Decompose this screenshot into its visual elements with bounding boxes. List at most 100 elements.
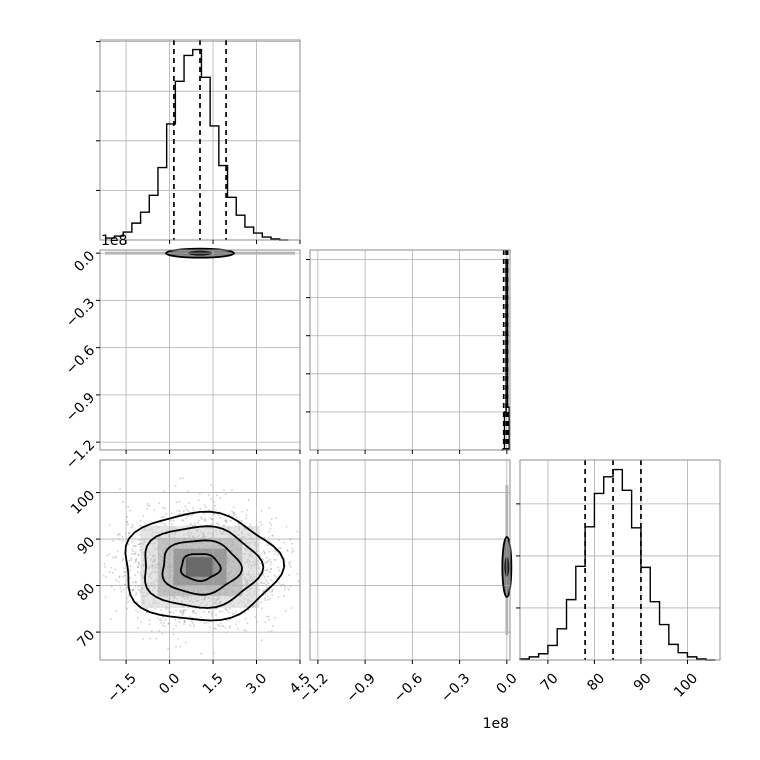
scatter-point <box>225 619 228 622</box>
scatter-point <box>179 645 181 648</box>
scatter-point <box>211 523 213 525</box>
contour-inner <box>179 553 222 583</box>
scatter-point <box>269 597 271 600</box>
scatter-point <box>160 609 163 611</box>
scatter-point <box>191 514 193 516</box>
scatter-point <box>193 524 195 527</box>
scatter-point <box>264 593 267 595</box>
scatter-point <box>164 513 167 515</box>
scatter-point <box>108 524 111 526</box>
scatter-point <box>228 611 231 614</box>
scatter-point <box>175 609 177 612</box>
scatter-point <box>210 518 213 521</box>
scatter-point <box>296 572 299 575</box>
scatter-point <box>277 552 280 554</box>
scatter-point <box>225 608 228 611</box>
scatter-point <box>134 553 136 555</box>
scatter-point <box>225 493 227 495</box>
scatter-point <box>179 510 181 512</box>
scatter-point <box>204 518 207 520</box>
scatter-point <box>290 585 292 587</box>
scatter-point <box>126 520 128 523</box>
scatter-point <box>184 505 187 508</box>
scatter-point <box>162 616 165 618</box>
scatter-point <box>272 625 274 627</box>
scatter-point <box>243 611 246 614</box>
scatter-point <box>264 597 266 599</box>
scatter-point <box>209 517 212 519</box>
scatter-point <box>176 509 179 512</box>
scatter-point <box>290 607 293 609</box>
scatter-point <box>179 610 182 613</box>
scatter-point <box>268 551 271 553</box>
yticklabel-p2: 70 <box>74 627 98 651</box>
scatter-point <box>142 637 145 640</box>
scatter-point <box>273 559 275 561</box>
scatter-point <box>126 597 128 600</box>
scatter-point <box>277 596 280 598</box>
scatter-point <box>280 584 283 586</box>
scatter-point <box>266 580 269 583</box>
scatter-point <box>112 540 114 542</box>
scatter-point <box>217 623 219 626</box>
scatter-point <box>269 528 272 530</box>
scatter-point <box>218 625 221 628</box>
scatter-point <box>189 624 192 627</box>
scatter-point <box>270 524 273 526</box>
scatter-point <box>261 558 264 560</box>
scatter-point <box>112 572 114 574</box>
scatter-point <box>219 496 222 499</box>
scatter-point <box>274 616 276 619</box>
scatter-point <box>126 607 128 610</box>
scatter-point <box>119 586 121 589</box>
scatter-point <box>214 505 216 507</box>
scatter-point <box>124 583 126 586</box>
contour-2 <box>144 525 265 609</box>
scatter-point <box>139 534 142 536</box>
scatter-point <box>135 592 138 594</box>
scatter-point <box>177 514 180 516</box>
scatter-point <box>287 587 289 590</box>
scatter-point <box>290 538 292 541</box>
scatter-point <box>119 533 121 536</box>
scatter-point <box>211 615 213 617</box>
scatter-point <box>119 488 121 490</box>
scatter-point <box>194 524 197 527</box>
scatter-point <box>191 622 194 624</box>
scatter-point <box>181 614 184 616</box>
scatter-point <box>269 563 272 566</box>
scatter-point <box>222 524 225 527</box>
scatter-point <box>209 608 212 610</box>
scatter-point <box>210 610 213 613</box>
scatter-point <box>273 548 276 551</box>
scatter-point <box>273 553 275 556</box>
scatter-point <box>288 589 291 592</box>
scatter-point <box>204 506 207 509</box>
scatter-point <box>263 576 266 578</box>
scatter-point <box>219 610 221 613</box>
scatter-point <box>110 566 113 569</box>
scatter-point <box>163 622 165 624</box>
scatter-point <box>212 652 215 655</box>
scatter-point <box>175 625 177 627</box>
scatter-point <box>177 638 179 640</box>
scatter-point <box>192 609 195 612</box>
scatter-point <box>270 630 273 632</box>
scatter-point <box>185 609 187 611</box>
scatter-point <box>237 628 240 630</box>
scatter-point <box>173 633 175 636</box>
scatter-point <box>263 552 266 555</box>
scatter-point <box>203 519 206 521</box>
scatter-point <box>208 494 210 496</box>
scatter-point <box>275 575 277 578</box>
panel-2-1-frame <box>309 459 511 661</box>
scatter-point <box>120 590 123 593</box>
contour-3 <box>161 539 243 596</box>
scatter-point <box>217 522 219 525</box>
scatter-point <box>137 627 139 630</box>
scatter-point <box>167 607 170 610</box>
scatter-point <box>104 596 107 599</box>
scatter-point <box>263 536 266 539</box>
scatter-point <box>288 562 290 564</box>
scatter-point <box>167 622 170 625</box>
